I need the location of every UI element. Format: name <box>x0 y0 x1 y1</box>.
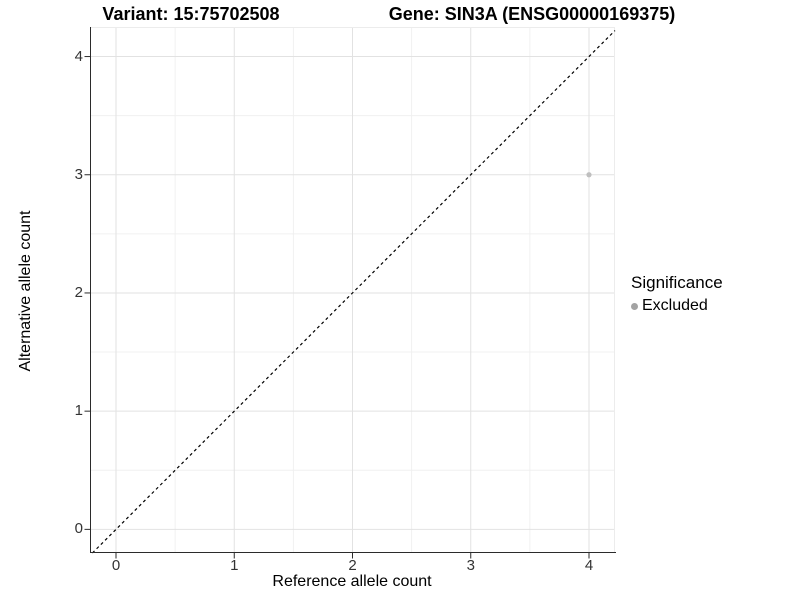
y-tick-label: 0 <box>74 520 83 538</box>
excluded-dot-icon <box>631 302 638 310</box>
legend: Significance Excluded <box>631 273 723 315</box>
x-tick-label: 4 <box>584 557 594 574</box>
y-tick-label: 3 <box>74 165 83 183</box>
x-axis-title: Reference allele count <box>272 573 432 590</box>
data-point <box>586 172 592 178</box>
y-axis-title: Alternative allele count <box>17 210 34 372</box>
y-tick-label: 4 <box>74 47 83 65</box>
chart-title-variant: Variant: 15:75702508 <box>102 4 280 24</box>
x-tick-label: 1 <box>230 557 239 574</box>
legend-title: Significance <box>631 273 723 292</box>
identity-dashed-line <box>91 30 616 554</box>
y-tick-label: 1 <box>74 402 83 420</box>
x-tick-label: 0 <box>111 557 121 574</box>
y-tick-label: 2 <box>74 283 83 301</box>
x-tick-label: 2 <box>348 557 357 574</box>
legend-entry-excluded: Excluded <box>631 297 723 315</box>
legend-entry-label: Excluded <box>642 297 708 314</box>
chart-title-gene: Gene: SIN3A (ENSG00000169375) <box>388 4 676 24</box>
x-tick-label: 3 <box>466 557 475 574</box>
